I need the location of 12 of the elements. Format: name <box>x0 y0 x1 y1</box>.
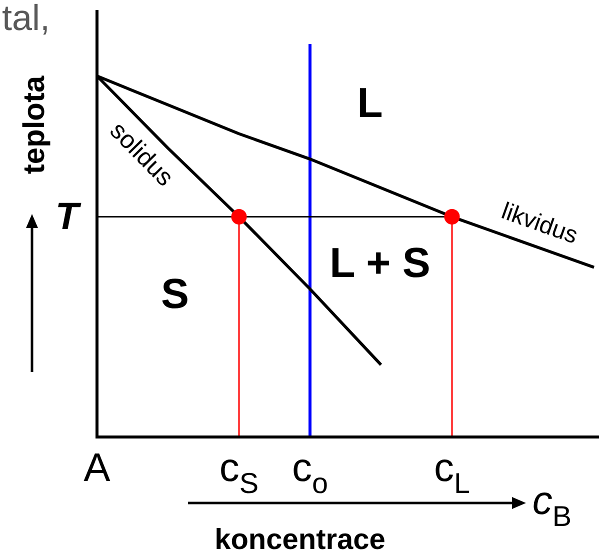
x-tick-label: A <box>84 446 111 490</box>
text: c$_{B}$ <box>532 479 572 533</box>
annotation: S <box>160 270 190 316</box>
x-tick-label: c$_{S}$ <box>219 446 259 500</box>
y-axis-title: teplota <box>18 76 50 174</box>
text: tal, <box>2 0 50 38</box>
x-tick-label: c$_{L}$ <box>434 446 470 500</box>
legend-label: T <box>55 196 82 238</box>
annotation: L + S <box>330 238 430 286</box>
x-axis-title: koncentrace <box>214 524 386 553</box>
x-tick-label: c$_{o}$ <box>292 446 328 500</box>
annotation: L <box>357 78 383 126</box>
